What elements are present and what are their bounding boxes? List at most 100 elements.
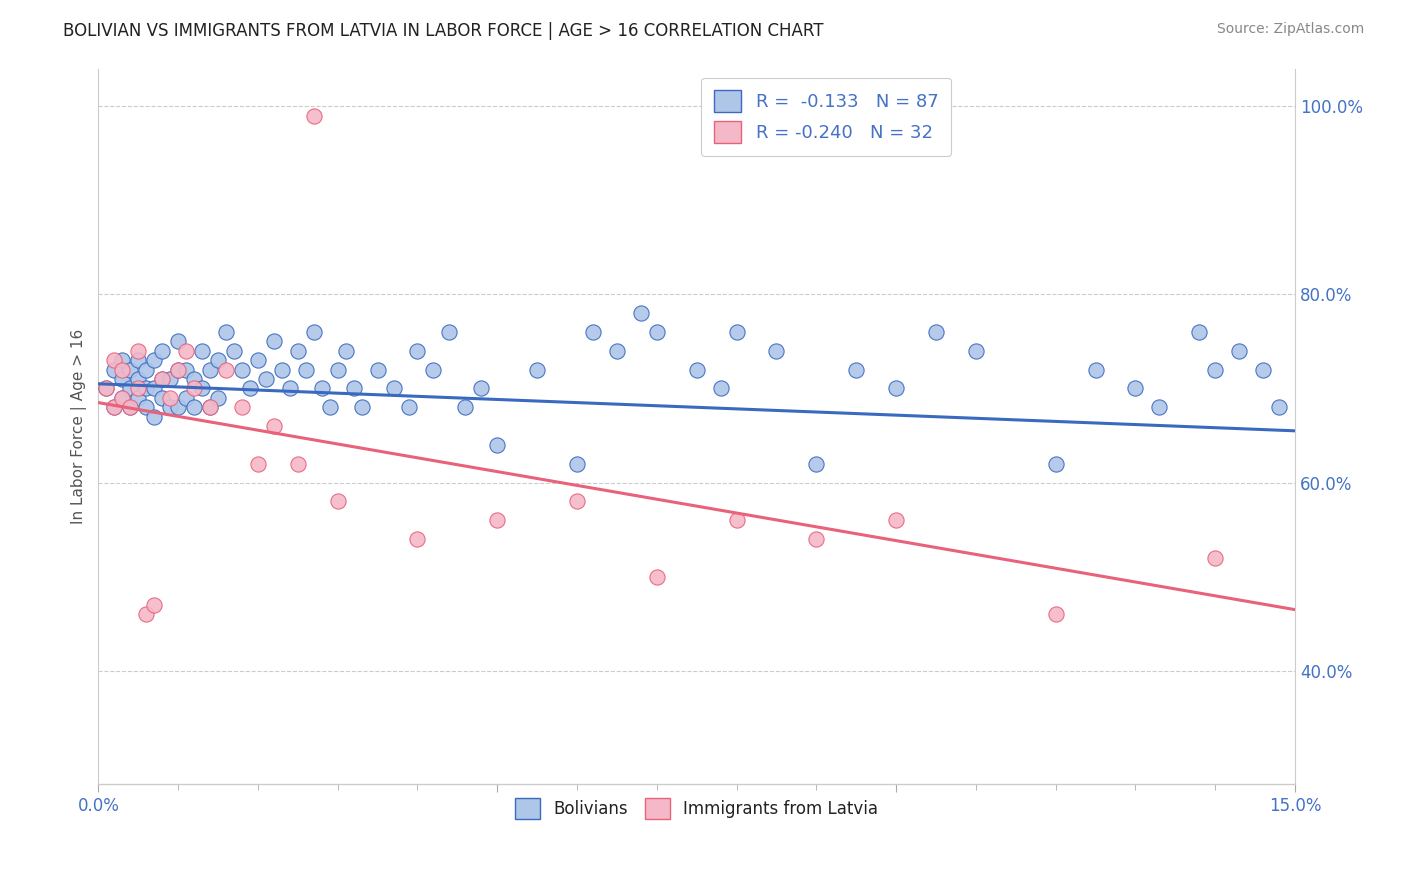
Point	[167, 334, 190, 349]
Point	[135, 401, 157, 415]
Point	[120, 382, 142, 396]
Point	[96, 382, 118, 396]
Point	[167, 362, 190, 376]
Point	[343, 382, 366, 396]
Point	[222, 343, 245, 358]
Point	[207, 353, 229, 368]
Point	[806, 532, 828, 546]
Point	[965, 343, 987, 358]
Point	[127, 382, 149, 396]
Point	[127, 391, 149, 405]
Point	[311, 382, 333, 396]
Point	[486, 438, 509, 452]
Text: Source: ZipAtlas.com: Source: ZipAtlas.com	[1216, 22, 1364, 37]
Point	[1268, 401, 1291, 415]
Point	[765, 343, 787, 358]
Point	[1045, 457, 1067, 471]
Point	[645, 570, 668, 584]
Point	[582, 325, 605, 339]
Point	[526, 362, 548, 376]
Point	[150, 343, 173, 358]
Point	[845, 362, 868, 376]
Point	[103, 401, 125, 415]
Point	[183, 401, 205, 415]
Point	[143, 353, 166, 368]
Point	[710, 382, 733, 396]
Legend: Bolivians, Immigrants from Latvia: Bolivians, Immigrants from Latvia	[509, 792, 884, 825]
Point	[294, 362, 316, 376]
Point	[231, 362, 253, 376]
Point	[150, 372, 173, 386]
Point	[287, 457, 309, 471]
Point	[630, 306, 652, 320]
Point	[406, 343, 429, 358]
Point	[111, 362, 134, 376]
Point	[335, 343, 357, 358]
Point	[422, 362, 444, 376]
Point	[1125, 382, 1147, 396]
Point	[263, 419, 285, 434]
Point	[606, 343, 628, 358]
Point	[174, 391, 197, 405]
Point	[159, 401, 181, 415]
Point	[725, 325, 748, 339]
Point	[326, 362, 349, 376]
Point	[191, 343, 214, 358]
Point	[120, 401, 142, 415]
Point	[103, 401, 125, 415]
Point	[239, 382, 262, 396]
Point	[150, 391, 173, 405]
Point	[925, 325, 948, 339]
Point	[382, 382, 405, 396]
Point	[326, 494, 349, 508]
Point	[263, 334, 285, 349]
Point	[111, 391, 134, 405]
Point	[1204, 550, 1226, 565]
Point	[1084, 362, 1107, 376]
Point	[215, 362, 238, 376]
Point	[439, 325, 461, 339]
Point	[135, 382, 157, 396]
Point	[1204, 362, 1226, 376]
Point	[278, 382, 301, 396]
Point	[1188, 325, 1211, 339]
Point	[120, 362, 142, 376]
Point	[1045, 607, 1067, 622]
Point	[120, 401, 142, 415]
Point	[183, 382, 205, 396]
Point	[254, 372, 277, 386]
Point	[725, 513, 748, 527]
Point	[143, 382, 166, 396]
Point	[198, 362, 221, 376]
Point	[1227, 343, 1250, 358]
Point	[806, 457, 828, 471]
Point	[398, 401, 420, 415]
Point	[318, 401, 340, 415]
Point	[198, 401, 221, 415]
Point	[150, 372, 173, 386]
Point	[167, 362, 190, 376]
Point	[565, 457, 588, 471]
Point	[111, 391, 134, 405]
Point	[143, 598, 166, 612]
Point	[884, 513, 907, 527]
Point	[565, 494, 588, 508]
Point	[198, 401, 221, 415]
Point	[350, 401, 373, 415]
Point	[270, 362, 292, 376]
Point	[183, 372, 205, 386]
Point	[470, 382, 492, 396]
Point	[686, 362, 709, 376]
Point	[127, 372, 149, 386]
Point	[367, 362, 389, 376]
Point	[287, 343, 309, 358]
Point	[111, 372, 134, 386]
Point	[1251, 362, 1274, 376]
Point	[127, 353, 149, 368]
Text: BOLIVIAN VS IMMIGRANTS FROM LATVIA IN LABOR FORCE | AGE > 16 CORRELATION CHART: BOLIVIAN VS IMMIGRANTS FROM LATVIA IN LA…	[63, 22, 824, 40]
Point	[191, 382, 214, 396]
Point	[127, 343, 149, 358]
Point	[246, 353, 269, 368]
Point	[454, 401, 477, 415]
Point	[246, 457, 269, 471]
